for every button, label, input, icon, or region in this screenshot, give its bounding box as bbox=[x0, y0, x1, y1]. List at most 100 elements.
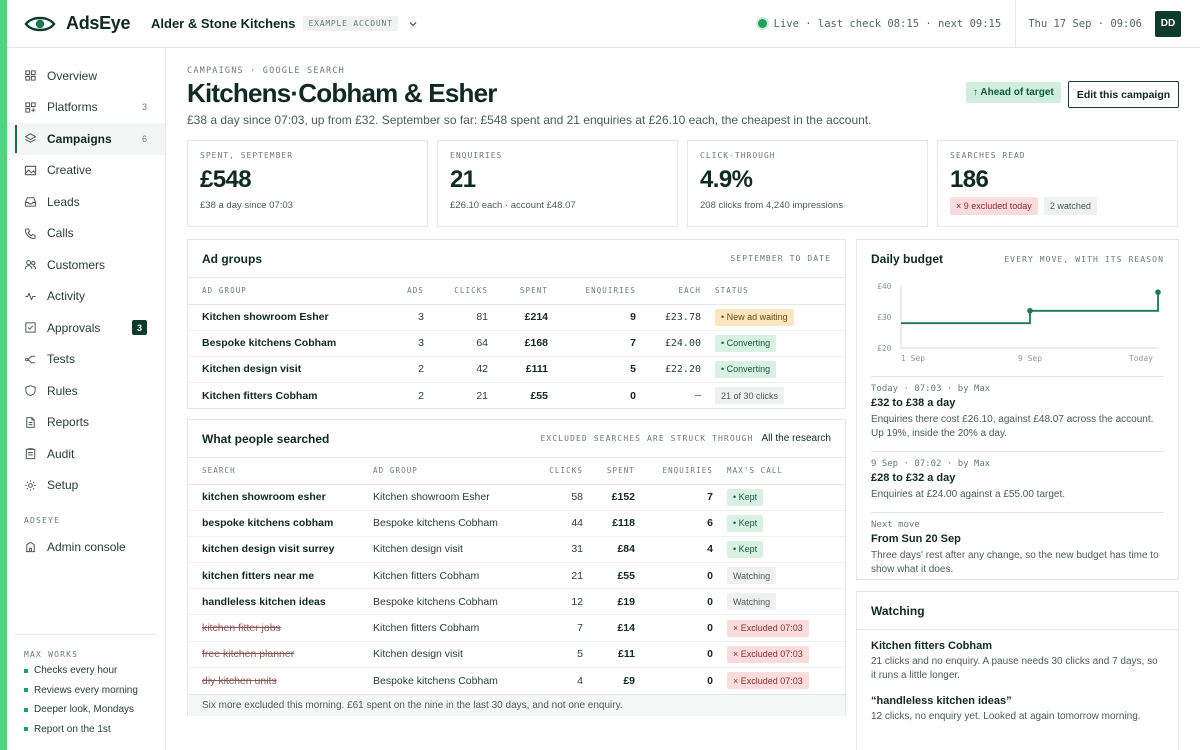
max-call-badge[interactable]: • Kept bbox=[727, 514, 764, 532]
sidebar-item-leads[interactable]: Leads bbox=[7, 186, 165, 218]
table-row[interactable]: bespoke kitchens cobham Bespoke kitchens … bbox=[188, 510, 845, 537]
watching-item[interactable]: Kitchen fitters Cobham 21 clicks and no e… bbox=[857, 640, 1178, 683]
sidebar-item-rules[interactable]: Rules bbox=[7, 375, 165, 407]
search-term[interactable]: handleless kitchen ideas bbox=[188, 588, 373, 616]
sidebar-item-label: Overview bbox=[47, 68, 98, 83]
watching-item[interactable]: “handleless kitchen ideas” 12 clicks, no … bbox=[857, 695, 1178, 724]
ad-group-name[interactable]: Kitchen showroom Esher bbox=[188, 304, 384, 331]
avatar[interactable]: DD bbox=[1155, 10, 1181, 37]
watching-item-title: “handleless kitchen ideas” bbox=[871, 695, 1012, 707]
sidebar-item-campaigns[interactable]: Campaigns 6 bbox=[7, 123, 165, 155]
table-row[interactable]: kitchen fitter jobs Kitchen fitters Cobha… bbox=[188, 614, 845, 642]
max-call-badge[interactable]: • Kept bbox=[727, 540, 764, 558]
search-term[interactable]: kitchen fitter jobs bbox=[188, 614, 373, 642]
budget-move: Next move From Sun 20 Sep Three days' rest… bbox=[871, 512, 1164, 577]
live-dot-icon bbox=[757, 19, 767, 28]
search-term[interactable]: diy kitchen units bbox=[202, 674, 277, 687]
budget-change-point bbox=[1027, 308, 1033, 314]
card-aside: EXCLUDED SEARCHES ARE STRUCK THROUGH bbox=[540, 434, 754, 443]
breadcrumb: CAMPAIGNS · GOOGLE SEARCH bbox=[187, 66, 345, 76]
sidebar-item-label: Tests bbox=[47, 352, 76, 367]
sidebar-item-audit[interactable]: Audit bbox=[7, 438, 165, 470]
edit-campaign-button[interactable]: Edit this campaign bbox=[1068, 81, 1179, 108]
platforms-icon bbox=[25, 102, 36, 113]
search-term[interactable]: free kitchen planner bbox=[188, 641, 373, 668]
x-tick-label: 1 Sep bbox=[901, 354, 925, 363]
cost-each: £23.78 bbox=[636, 304, 701, 331]
sidebar-item-tests[interactable]: Tests bbox=[7, 344, 165, 376]
sidebar-item-admin-console[interactable]: Admin console bbox=[7, 531, 165, 563]
divider bbox=[1015, 0, 1017, 48]
stat-value: £548 bbox=[200, 166, 252, 193]
sidebar: Overview Platforms 3 Campaigns 6 Creative Lead… bbox=[7, 48, 166, 750]
sidebar-item-platforms[interactable]: Platforms 3 bbox=[7, 92, 165, 124]
max-call-badge[interactable]: Watching bbox=[727, 593, 777, 611]
column-header: AD GROUP bbox=[188, 278, 384, 305]
move-meta: 9 Sep · 07:02 · by Max bbox=[871, 459, 991, 469]
ahead-of-target-badge: ↑ Ahead of target bbox=[966, 82, 1061, 103]
sidebar-item-overview[interactable]: Overview bbox=[7, 60, 165, 92]
page-title: Kitchens·Cobham & Esher bbox=[187, 78, 497, 108]
all-research-link[interactable]: All the research bbox=[761, 433, 831, 444]
top-bar: AdsEye Alder & Stone Kitchens EXAMPLE AC… bbox=[7, 0, 1200, 48]
account-switcher[interactable]: Alder & Stone Kitchens EXAMPLE ACCOUNT bbox=[151, 16, 418, 31]
table-row[interactable]: kitchen showroom esher Kitchen showroom E… bbox=[188, 484, 845, 511]
max-call-badge[interactable]: × Excluded 07:03 bbox=[727, 619, 809, 637]
sidebar-item-calls[interactable]: Calls bbox=[7, 218, 165, 250]
max-works: MAX WORKS Checks every hour Reviews every… bbox=[15, 634, 157, 739]
search-term[interactable]: kitchen fitters near me bbox=[188, 562, 373, 590]
table-row[interactable]: diy kitchen units Bespoke kitchens Cobham… bbox=[188, 667, 845, 693]
max-works-item: Report on the 1st bbox=[15, 720, 157, 740]
ad-group-name[interactable]: Bespoke kitchens Cobham bbox=[188, 330, 384, 357]
sidebar-item-creative[interactable]: Creative bbox=[7, 155, 165, 187]
sidebar-item-label: Approvals bbox=[47, 320, 101, 335]
ad-group-name[interactable]: Kitchen design visit bbox=[188, 356, 384, 384]
table-row[interactable]: free kitchen planner Kitchen design visit… bbox=[188, 641, 845, 668]
watched-chip[interactable]: 2 watched bbox=[1043, 197, 1097, 215]
table-row[interactable]: Bespoke kitchens Cobham 3 64 £168 7 £24.00 • C… bbox=[188, 330, 845, 357]
stat-value: 186 bbox=[950, 166, 989, 193]
ads-count: 3 bbox=[384, 304, 424, 331]
clicks: 12 bbox=[528, 588, 583, 616]
move-title: £28 to £32 a day bbox=[871, 472, 956, 484]
table-row[interactable]: kitchen fitters near me Kitchen fitters C… bbox=[188, 562, 845, 590]
sidebar-item-approvals[interactable]: Approvals 3 bbox=[7, 312, 165, 344]
max-call-badge[interactable]: × Excluded 07:03 bbox=[727, 645, 809, 663]
table-row[interactable]: kitchen design visit surrey Kitchen desig… bbox=[188, 536, 845, 564]
image-icon bbox=[24, 165, 37, 175]
clicks: 58 bbox=[528, 484, 583, 511]
card-title: Daily budget bbox=[871, 252, 944, 266]
brand[interactable]: AdsEye bbox=[7, 13, 166, 34]
ad-group-name[interactable]: Kitchen fitters Cobham bbox=[202, 389, 318, 402]
max-call-badge[interactable]: • Kept bbox=[727, 488, 764, 506]
sidebar-item-activity[interactable]: Activity bbox=[7, 281, 165, 313]
table-row[interactable]: Kitchen showroom Esher 3 81 £214 9 £23.78 • Ne… bbox=[188, 304, 845, 331]
sidebar-item-setup[interactable]: Setup bbox=[7, 470, 165, 502]
max-call-badge[interactable]: Watching bbox=[727, 567, 777, 585]
spent: £14 bbox=[583, 614, 635, 642]
spent: £55 bbox=[530, 389, 548, 402]
sidebar-item-customers[interactable]: Customers bbox=[7, 249, 165, 281]
activity-icon bbox=[25, 292, 36, 301]
search-term[interactable]: kitchen design visit surrey bbox=[188, 536, 373, 564]
card-title: What people searched bbox=[202, 431, 330, 446]
search-term[interactable]: kitchen showroom esher bbox=[188, 484, 373, 511]
sidebar-item-reports[interactable]: Reports bbox=[7, 407, 165, 439]
bullet-icon bbox=[24, 707, 28, 712]
cost-each: – bbox=[694, 390, 701, 402]
eye-logo-icon bbox=[24, 16, 56, 31]
table-row[interactable]: Kitchen design visit 2 42 £111 5 £22.20 • Conv… bbox=[188, 356, 845, 384]
table-row[interactable]: handleless kitchen ideas Bespoke kitchens… bbox=[188, 588, 845, 616]
move-meta: Today · 07:03 · by Max bbox=[871, 384, 991, 394]
clicks: 64 bbox=[424, 330, 488, 357]
excluded-today-chip[interactable]: × 9 excluded today bbox=[950, 197, 1038, 215]
chevron-down-icon[interactable] bbox=[408, 19, 418, 29]
status-badge: 21 of 30 clicks bbox=[715, 387, 785, 405]
stat-note: 208 clicks from 4,240 impressions bbox=[700, 200, 844, 211]
sidebar-item-count: 3 bbox=[141, 102, 147, 113]
spent: £152 bbox=[583, 484, 635, 511]
table-row[interactable]: Kitchen fitters Cobham 2 21 £55 0 – 21 of 30 c… bbox=[188, 383, 845, 409]
search-term[interactable]: bespoke kitchens cobham bbox=[188, 510, 373, 537]
daily-budget-card: Daily budget EVERY MOVE, WITH ITS REASON… bbox=[856, 239, 1179, 580]
max-call-badge[interactable]: × Excluded 07:03 bbox=[727, 672, 809, 690]
